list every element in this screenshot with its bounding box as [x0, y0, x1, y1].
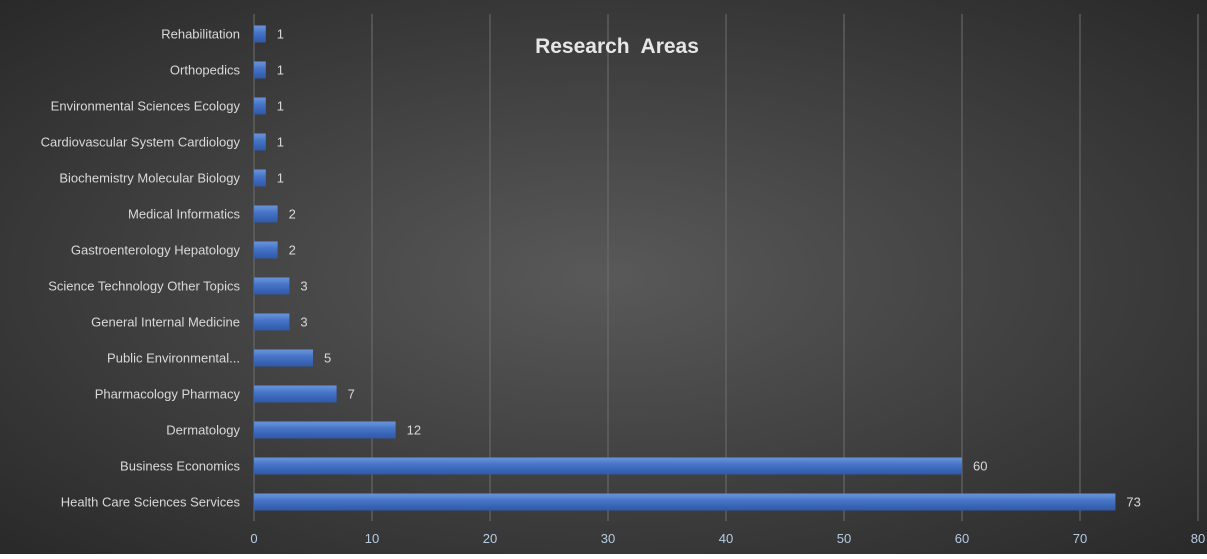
data-label: 5	[324, 351, 331, 366]
bar	[254, 277, 290, 295]
category-label: Public Environmental...	[107, 351, 240, 366]
x-axis-tick-labels: 0 10 20 30 40 50 60 70 80	[250, 531, 1205, 546]
x-tick-label: 10	[365, 531, 379, 546]
bar	[254, 421, 396, 439]
category-label: Rehabilitation	[161, 27, 240, 42]
bar	[254, 313, 290, 331]
data-label: 2	[289, 243, 296, 258]
bar	[254, 133, 266, 151]
bar	[254, 493, 1116, 511]
bar	[254, 349, 313, 367]
bar	[254, 169, 266, 187]
category-label: Gastroenterology Hepatology	[71, 243, 241, 258]
bar	[254, 385, 337, 403]
data-label: 1	[277, 63, 284, 78]
x-tick-label: 0	[250, 531, 257, 546]
x-tick-label: 20	[483, 531, 497, 546]
category-label: Orthopedics	[170, 63, 241, 78]
category-label: Business Economics	[120, 459, 240, 474]
bar	[254, 97, 266, 115]
bar	[254, 457, 962, 475]
data-label: 1	[277, 171, 284, 186]
data-label: 60	[973, 459, 987, 474]
category-label: Pharmacology Pharmacy	[95, 387, 241, 402]
category-label: Biochemistry Molecular Biology	[59, 171, 240, 186]
x-tick-label: 40	[719, 531, 733, 546]
category-labels: Rehabilitation Orthopedics Environmental S…	[41, 27, 241, 510]
data-label: 3	[300, 279, 307, 294]
x-tick-label: 70	[1073, 531, 1087, 546]
data-label: 3	[300, 315, 307, 330]
category-label: Science Technology Other Topics	[48, 279, 240, 294]
chart-title: Research Areas	[535, 35, 699, 58]
bar	[254, 241, 278, 259]
data-label: 2	[289, 207, 296, 222]
category-label: Medical Informatics	[128, 207, 240, 222]
data-label: 73	[1126, 495, 1140, 510]
data-label: 1	[277, 99, 284, 114]
bars	[254, 25, 1116, 511]
category-label: Environmental Sciences Ecology	[51, 99, 241, 114]
bar	[254, 205, 278, 223]
bar	[254, 61, 266, 79]
data-label: 7	[348, 387, 355, 402]
x-tick-label: 50	[837, 531, 851, 546]
category-label: General Internal Medicine	[91, 315, 240, 330]
bar	[254, 25, 266, 43]
category-label: Cardiovascular System Cardiology	[41, 135, 241, 150]
x-tick-label: 80	[1191, 531, 1205, 546]
data-label: 12	[407, 423, 421, 438]
category-label: Health Care Sciences Services	[61, 495, 241, 510]
category-label: Dermatology	[166, 423, 240, 438]
x-tick-label: 60	[955, 531, 969, 546]
x-tick-label: 30	[601, 531, 615, 546]
data-label: 1	[277, 27, 284, 42]
data-label: 1	[277, 135, 284, 150]
